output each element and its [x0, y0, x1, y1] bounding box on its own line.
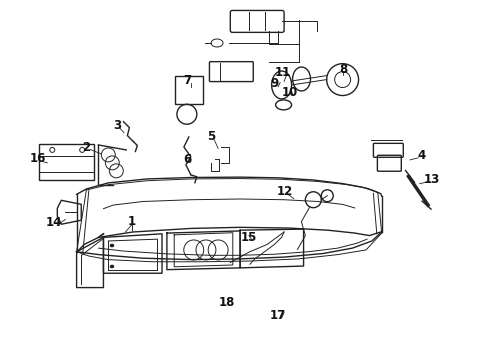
- Text: 16: 16: [29, 152, 46, 165]
- Text: 13: 13: [423, 173, 440, 186]
- Text: 2: 2: [82, 140, 91, 153]
- Text: 14: 14: [46, 216, 62, 229]
- Text: 3: 3: [113, 119, 121, 132]
- Text: 18: 18: [218, 296, 235, 309]
- Bar: [39, 144, 94, 180]
- Bar: [175, 76, 203, 104]
- Text: 8: 8: [340, 63, 348, 76]
- Text: 10: 10: [282, 86, 298, 99]
- Text: 15: 15: [241, 231, 257, 244]
- Text: 7: 7: [183, 74, 192, 87]
- Text: 11: 11: [275, 66, 291, 79]
- Text: 5: 5: [207, 130, 215, 144]
- Text: 9: 9: [270, 77, 278, 90]
- Text: 4: 4: [417, 149, 426, 162]
- Text: 12: 12: [277, 185, 293, 198]
- Text: 6: 6: [183, 153, 192, 166]
- Text: 17: 17: [270, 309, 286, 322]
- Text: 1: 1: [128, 215, 136, 228]
